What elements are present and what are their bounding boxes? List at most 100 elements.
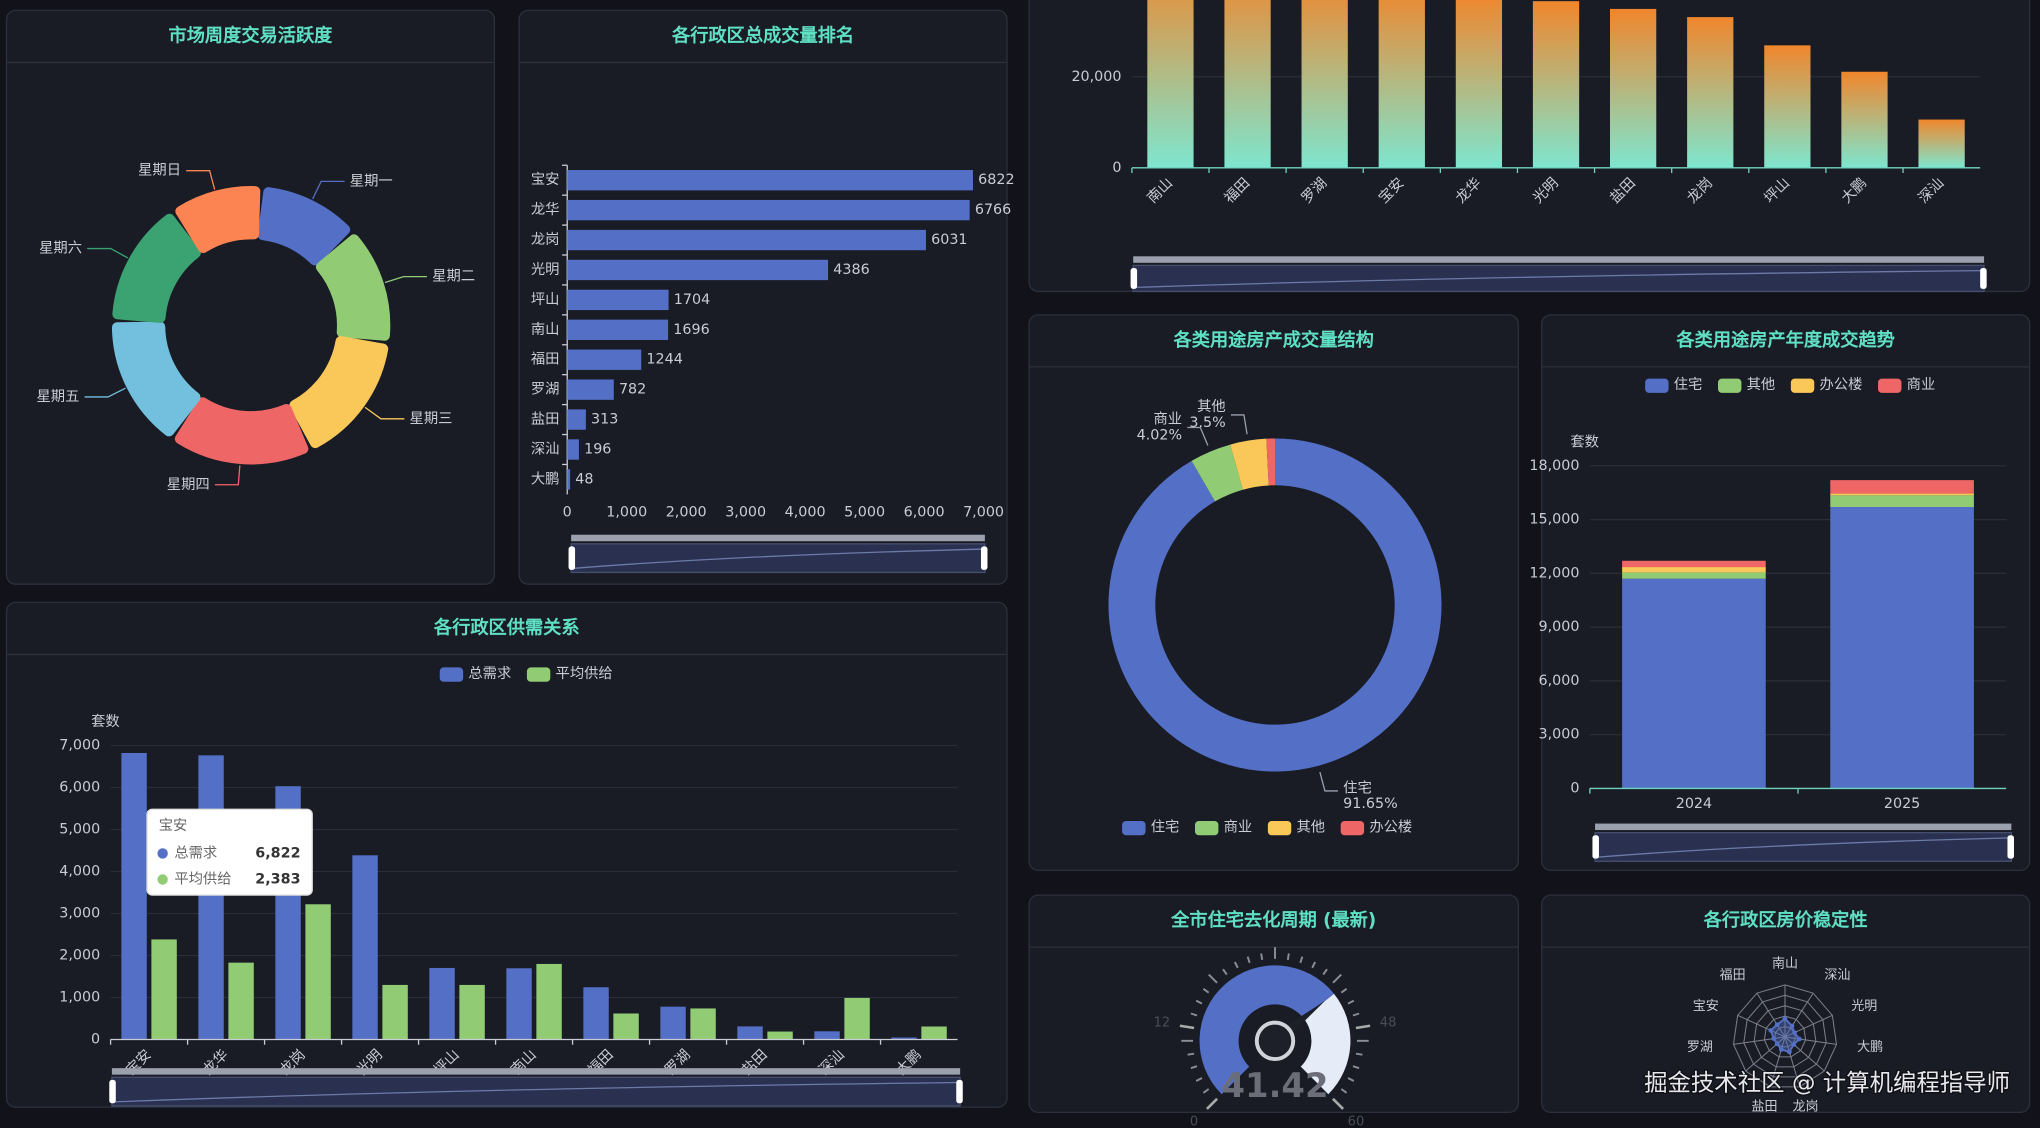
x-tick-label: 2025 [1884, 796, 1920, 812]
y-tick-label: 4,000 [59, 864, 100, 880]
pie-slice [111, 321, 201, 437]
y-tick-label: 深汕 [531, 441, 560, 458]
radar-spoke [1756, 992, 1786, 1038]
y-tick-label: 龙华 [531, 201, 560, 218]
y-tick-label: 18,000 [1529, 458, 1579, 474]
data-label: 1696 [673, 322, 709, 338]
radar-ring [1763, 1015, 1807, 1058]
radar-point [1791, 1042, 1796, 1047]
x-tick-label: 1,000 [606, 505, 647, 521]
gauge-minor-tick [1222, 968, 1228, 976]
tooltip-marker [157, 874, 168, 885]
x-tick-label: 4,000 [785, 505, 826, 521]
radar-point [1771, 1036, 1777, 1041]
bar [536, 963, 562, 1040]
pie-slice [257, 187, 351, 266]
y-tick-label: 20,000 [1071, 69, 1121, 85]
gauge-minor-tick [1195, 1077, 1203, 1082]
bar [1224, 0, 1271, 168]
legend-swatch [1790, 378, 1815, 393]
bar [567, 439, 579, 460]
gauge-minor-tick [1355, 1052, 1363, 1056]
bar [506, 968, 532, 1040]
panel-title: 各类用途房产成交量结构 [1173, 329, 1374, 351]
gauge-minor-tick [1340, 988, 1348, 994]
legend-label: 住宅 [1151, 818, 1180, 835]
slice-value: 4.02% [1137, 427, 1182, 443]
legend-swatch [1717, 378, 1742, 393]
gauge-minor-tick [1202, 1088, 1210, 1094]
radar-ring [1753, 1005, 1817, 1068]
label-line [1230, 414, 1248, 435]
slice-name: 住宅 [1343, 779, 1372, 796]
bar [1622, 578, 1766, 789]
panel [1028, 314, 1519, 872]
zoom-slider [1132, 264, 1985, 293]
zoom-slider-bar [1595, 823, 2012, 831]
slice-label: 星期五 [37, 388, 80, 405]
zoom-slider-preview [1594, 837, 2012, 859]
bar [844, 997, 870, 1040]
gauge-minor-tick [1202, 988, 1210, 994]
radar-ring [1743, 994, 1827, 1078]
gauge-minor-tick [1246, 956, 1251, 964]
x-tick-label: 2024 [1676, 796, 1712, 812]
gauge-tick-label: 60 [1348, 1114, 1365, 1128]
y-tick-label: 南山 [531, 321, 560, 338]
legend-label: 办公楼 [1819, 376, 1862, 393]
legend-label: 其他 [1747, 376, 1776, 393]
bar [613, 1013, 639, 1040]
radar-point [1797, 1036, 1802, 1042]
bar [567, 469, 571, 490]
x-tick-label: 6,000 [904, 505, 945, 521]
data-label: 196 [584, 442, 611, 458]
gauge-minor-tick [1286, 953, 1290, 961]
bar [921, 1026, 947, 1040]
gauge-minor-tick [1322, 968, 1328, 976]
bar [814, 1031, 840, 1040]
gauge-minor-tick [1190, 1012, 1198, 1017]
gauge-tick [1206, 1097, 1218, 1110]
zoom-slider-bar [111, 1068, 961, 1075]
bar [567, 409, 586, 430]
panel-title: 各类用途房产年度成交趋势 [1675, 329, 1894, 351]
bar [891, 1037, 917, 1040]
radar-label: 深汕 [1824, 968, 1850, 983]
data-label: 6766 [975, 202, 1011, 218]
y-tick-label: 盐田 [531, 411, 560, 428]
data-label: 1244 [646, 352, 682, 368]
gauge-tick [1355, 1024, 1371, 1030]
radar-point [1768, 1028, 1774, 1033]
bar [567, 319, 669, 340]
radar-spoke [1784, 1036, 1837, 1045]
radar-label: 南山 [1772, 956, 1798, 972]
radar-label: 龙岗 [1793, 1099, 1819, 1114]
zoom-handle [2007, 835, 2014, 859]
zoom-slider-bar [1133, 256, 1985, 263]
data-label: 6031 [931, 232, 967, 248]
radar-point [1792, 1030, 1797, 1035]
zoom-handle [109, 1079, 116, 1104]
slice-value: 91.65% [1343, 796, 1398, 812]
legend-swatch [1194, 820, 1219, 836]
radar-label: 光明 [1851, 999, 1877, 1014]
slice-label: 星期一 [350, 172, 393, 189]
radar-point [1787, 1049, 1792, 1055]
panel-title: 全市住宅去化周期 (最新) [1170, 909, 1376, 931]
radar-label: 大鹏 [1857, 1040, 1883, 1055]
watermark: 掘金技术社区 @ 计算机编程指导师 [1644, 1068, 2010, 1096]
y-tick-label: 龙岗 [531, 231, 560, 248]
zoom-handle [1980, 268, 1987, 289]
zoom-handle [1592, 835, 1599, 859]
zoom-slider-preview [571, 548, 985, 570]
slice-name: 商业 [1154, 411, 1183, 428]
gauge-minor-tick [1299, 956, 1304, 964]
radar-spoke [1784, 1036, 1825, 1072]
tooltip-value: 2,383 [255, 872, 300, 888]
bar [660, 1006, 686, 1040]
bar [737, 1026, 763, 1040]
legend-swatch [1122, 820, 1146, 836]
y-tick-label: 宝安 [531, 171, 560, 188]
bar [382, 984, 408, 1040]
